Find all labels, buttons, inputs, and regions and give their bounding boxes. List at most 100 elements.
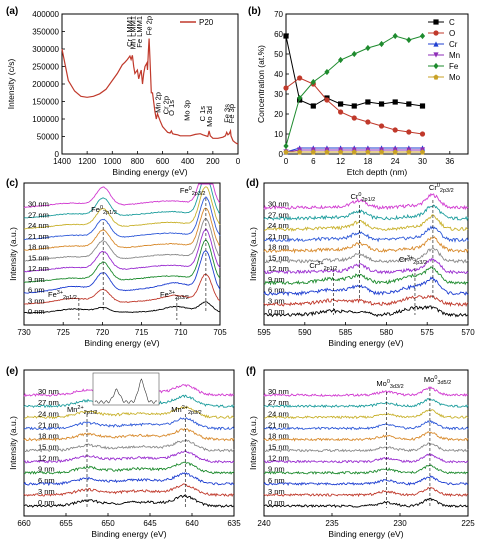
spectrum-12-nm bbox=[23, 450, 235, 464]
data-point bbox=[392, 149, 398, 155]
x-tick-label: 1400 bbox=[53, 157, 71, 166]
legend-label: C bbox=[449, 18, 455, 27]
data-point bbox=[297, 75, 303, 81]
spectrum-18-nm bbox=[23, 207, 221, 251]
depth-label: 24 nm bbox=[28, 221, 49, 230]
peak-annotation: Mo 3p bbox=[182, 100, 191, 121]
depth-label: 18 nm bbox=[28, 243, 49, 252]
data-point bbox=[324, 149, 330, 155]
depth-label: 21 nm bbox=[28, 232, 49, 241]
spectrum-3-nm bbox=[23, 483, 235, 498]
legend-label: P20 bbox=[199, 18, 214, 27]
peak-annotation: Mo 3d bbox=[205, 106, 214, 127]
depth-label: 24 nm bbox=[268, 409, 289, 418]
panel-b: (b) 0 6 12 18 24 30 36 Etch depth (nm) Concentrat… bbox=[248, 6, 469, 177]
plot-frame bbox=[23, 369, 235, 517]
panel-label: (b) bbox=[248, 6, 261, 17]
x-tick-label: 225 bbox=[461, 519, 475, 528]
series-line-c bbox=[285, 35, 423, 107]
data-point bbox=[392, 99, 398, 105]
peak-label-fe0-2p12: Fe02p1/2 bbox=[91, 205, 117, 216]
spectrum-6-nm bbox=[23, 250, 221, 294]
x-tick-label: 570 bbox=[461, 328, 475, 337]
depth-label: 24 nm bbox=[38, 409, 59, 418]
legend-label: Mn bbox=[449, 51, 460, 60]
x-tick-label: 595 bbox=[257, 328, 271, 337]
x-tick-label: 230 bbox=[393, 519, 407, 528]
data-point bbox=[338, 109, 344, 115]
data-point bbox=[310, 103, 316, 109]
y-tick-label: 250000 bbox=[32, 63, 59, 72]
depth-label: 3 nm bbox=[28, 296, 45, 305]
spectrum-9-nm bbox=[23, 239, 221, 284]
spectrum-15-nm bbox=[23, 439, 235, 453]
spectrum-30-nm bbox=[263, 386, 469, 397]
spectrum-30-nm bbox=[263, 192, 469, 211]
data-point bbox=[365, 119, 371, 125]
spectrum-0-nm bbox=[263, 497, 469, 508]
data-point bbox=[419, 131, 426, 137]
depth-label: 27 nm bbox=[28, 210, 49, 219]
spectrum-0-nm bbox=[23, 301, 221, 314]
y-tick-label: 40 bbox=[274, 70, 283, 79]
x-tick-label: 600 bbox=[156, 157, 170, 166]
data-point bbox=[297, 149, 303, 155]
depth-label: 15 nm bbox=[268, 443, 289, 452]
peak-annotation: C 1s bbox=[198, 106, 207, 122]
depth-label: 18 nm bbox=[268, 243, 289, 252]
spectrum-0-nm bbox=[23, 494, 235, 508]
data-point bbox=[419, 103, 426, 109]
depth-label: 6 nm bbox=[28, 286, 45, 295]
x-tick-label: 710 bbox=[174, 328, 188, 337]
depth-label: 30 nm bbox=[38, 387, 59, 396]
peak-label-fe3-2p32: Fe3+2p3/2 bbox=[160, 290, 189, 301]
spectrum-12-nm bbox=[263, 257, 469, 275]
data-point bbox=[378, 40, 385, 48]
depth-label: 30 nm bbox=[268, 387, 289, 396]
depth-label: 27 nm bbox=[268, 398, 289, 407]
y-tick-label: 350000 bbox=[32, 28, 59, 37]
data-point bbox=[392, 32, 398, 40]
spectrum-24-nm bbox=[263, 409, 469, 420]
x-tick-label: 12 bbox=[336, 157, 345, 166]
data-point bbox=[283, 33, 289, 39]
depth-label: 12 nm bbox=[268, 264, 289, 273]
y-axis-label: Intensity (a.u.) bbox=[248, 227, 258, 281]
spectrum-24-nm bbox=[23, 406, 235, 420]
panel-c: (c) 730 725 720 715 710 705 Binding energy (eV)… bbox=[6, 178, 227, 348]
y-axis-label: Intensity (a.u.) bbox=[8, 227, 18, 281]
spectrum-9-nm bbox=[264, 464, 469, 475]
data-point bbox=[419, 149, 426, 155]
y-tick-label: 20 bbox=[274, 110, 283, 119]
x-tick-label: 720 bbox=[96, 328, 110, 337]
peak-annotation: Mn 2p bbox=[153, 92, 162, 113]
data-point bbox=[283, 85, 289, 91]
depth-label: 0 nm bbox=[38, 498, 55, 507]
spectrum-0-nm bbox=[263, 305, 469, 318]
x-tick-label: 18 bbox=[363, 157, 372, 166]
panel-f: (f) 240 235 230 225 Binding energy (eV) Intens… bbox=[246, 366, 475, 539]
panel-label: (c) bbox=[6, 178, 18, 189]
spectrum-15-nm bbox=[263, 442, 469, 453]
data-point bbox=[338, 56, 344, 64]
depth-label: 6 nm bbox=[38, 476, 55, 485]
y-tick-label: 10 bbox=[274, 130, 283, 139]
data-point bbox=[406, 101, 412, 107]
peak-annotation: O 1s bbox=[167, 100, 176, 116]
data-point bbox=[351, 50, 357, 58]
x-tick-label: 36 bbox=[445, 157, 454, 166]
depth-label: 0 nm bbox=[268, 307, 285, 316]
data-point bbox=[283, 142, 289, 150]
y-tick-label: 0 bbox=[279, 150, 284, 159]
depth-label: 12 nm bbox=[38, 454, 59, 463]
x-axis-label: Etch depth (nm) bbox=[347, 167, 408, 177]
x-tick-label: 0 bbox=[284, 157, 289, 166]
x-axis-label: Binding energy (eV) bbox=[91, 529, 166, 539]
plot-frame bbox=[263, 182, 469, 326]
depth-label: 15 nm bbox=[268, 253, 289, 262]
peak-annotation: Cr 2p bbox=[161, 96, 170, 114]
peak-annotation: Fe 3p bbox=[227, 104, 236, 123]
data-point bbox=[297, 94, 303, 102]
spectrum-3-nm bbox=[263, 486, 469, 498]
depth-label: 3 nm bbox=[38, 487, 55, 496]
